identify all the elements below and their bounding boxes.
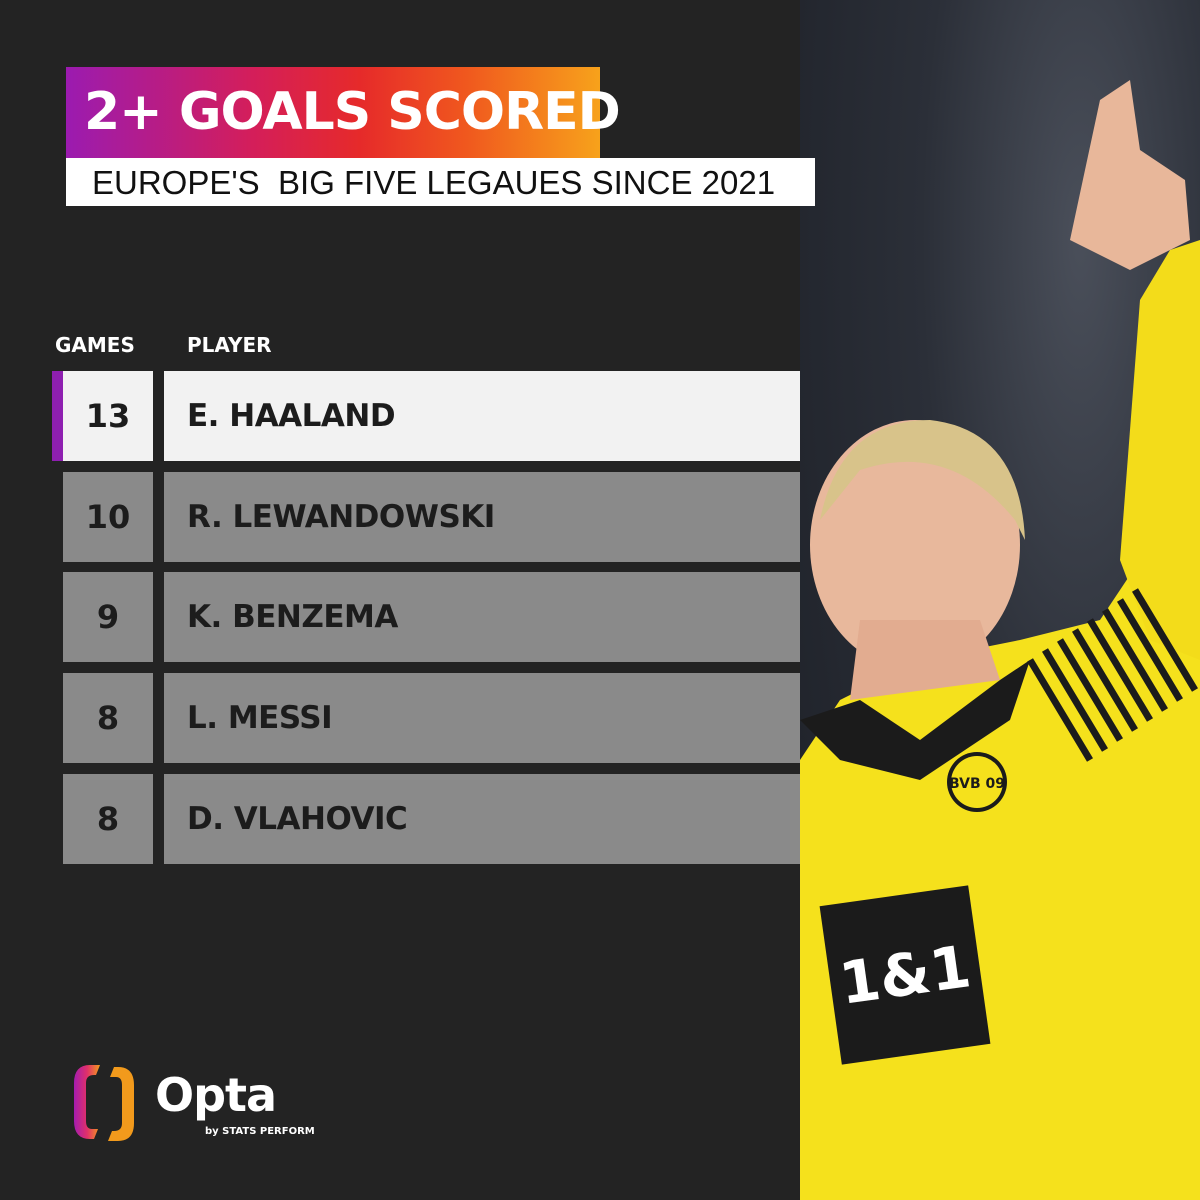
games-cell: 8 (63, 774, 153, 864)
subtitle-banner: EUROPE'S BIG FIVE LEGAUES SINCE 2021 (66, 158, 815, 206)
player-cell: K. BENZEMA (164, 572, 800, 662)
page-subtitle: EUROPE'S BIG FIVE LEGAUES SINCE 2021 (92, 164, 776, 201)
table-row: 10 R. LEWANDOWSKI (63, 472, 800, 562)
opta-logo-icon (74, 1065, 134, 1141)
column-header-games: GAMES (55, 333, 135, 357)
highlight-accent (52, 371, 63, 461)
table-row: 8 L. MESSI (63, 673, 800, 763)
games-cell: 9 (63, 572, 153, 662)
page-title: 2+ GOALS SCORED (84, 82, 621, 142)
player-illustration: BVB 09 1&1 (800, 80, 1200, 1200)
column-header-player: PLAYER (187, 333, 272, 357)
player-cell: D. VLAHOVIC (164, 774, 800, 864)
player-cell: E. HAALAND (164, 371, 800, 461)
stats-perform-text: by STATS PERFORM (205, 1126, 315, 1137)
games-cell: 13 (63, 371, 153, 461)
title-banner: 2+ GOALS SCORED (66, 67, 621, 158)
table-row: 9 K. BENZEMA (63, 572, 800, 662)
player-photo: BVB 09 1&1 (800, 0, 1200, 1200)
games-cell: 10 (63, 472, 153, 562)
player-cell: L. MESSI (164, 673, 800, 763)
bvb-badge: BVB 09 (949, 776, 1005, 792)
games-cell: 8 (63, 673, 153, 763)
opta-logo-text: Opta (155, 1068, 277, 1122)
player-cell: R. LEWANDOWSKI (164, 472, 800, 562)
table-row: 13 E. HAALAND (52, 371, 800, 461)
table-row: 8 D. VLAHOVIC (63, 774, 800, 864)
